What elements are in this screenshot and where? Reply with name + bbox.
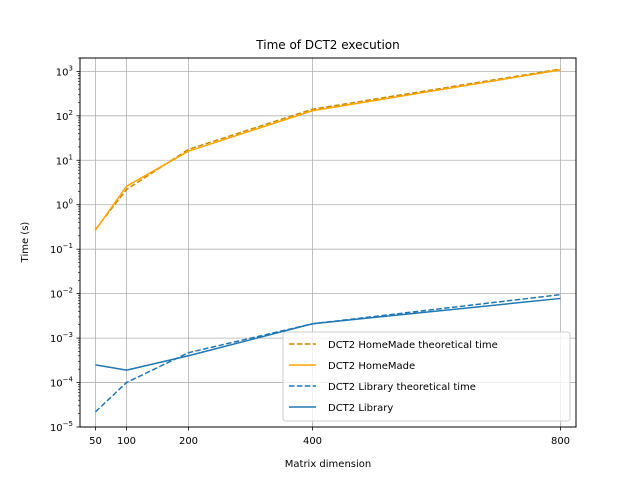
x-tick-label: 50 [89,436,102,447]
legend-entry: DCT2 HomeMade theoretical time [328,340,498,351]
series-line-3 [94,293,561,413]
series-line-2 [94,69,561,231]
y-axis: 10−5 10−4 10−3 10−2 10−1 100 101 102 103 [50,57,80,434]
series-lines [94,68,561,413]
grid [80,58,576,428]
y-tick-label: 10−5 [50,420,73,434]
y-tick-label: 10−1 [50,242,73,256]
plot-frame [79,57,577,428]
legend-entry: DCT2 Library theoretical time [328,382,476,393]
y-tick-label: 101 [56,153,73,167]
y-tick-label: 100 [56,198,73,212]
series-line-1 [94,68,561,230]
legend-entry: DCT2 HomeMade [328,361,415,372]
series-line-4 [95,297,561,371]
y-tick-label: 10−4 [50,376,74,390]
y-tick-label: 103 [56,64,73,78]
x-tick-label: 100 [117,436,136,447]
y-tick-label: 10−3 [50,331,73,345]
chart-title: Time of DCT2 execution [255,38,399,52]
x-tick-label: 400 [303,436,322,447]
legend: DCT2 HomeMade theoretical time DCT2 HomeM… [282,331,571,422]
y-tick-label: 102 [56,109,73,123]
y-axis-label: Time (s) [20,222,31,264]
x-axis-label: Matrix dimension [285,459,371,470]
legend-box [282,331,571,422]
y-tick-label: 10−2 [50,287,73,301]
legend-entry: DCT2 Library [328,403,393,414]
x-tick-label: 200 [179,436,198,447]
x-tick-label: 800 [551,436,570,447]
x-axis: 50 100 200 400 800 [89,427,570,447]
